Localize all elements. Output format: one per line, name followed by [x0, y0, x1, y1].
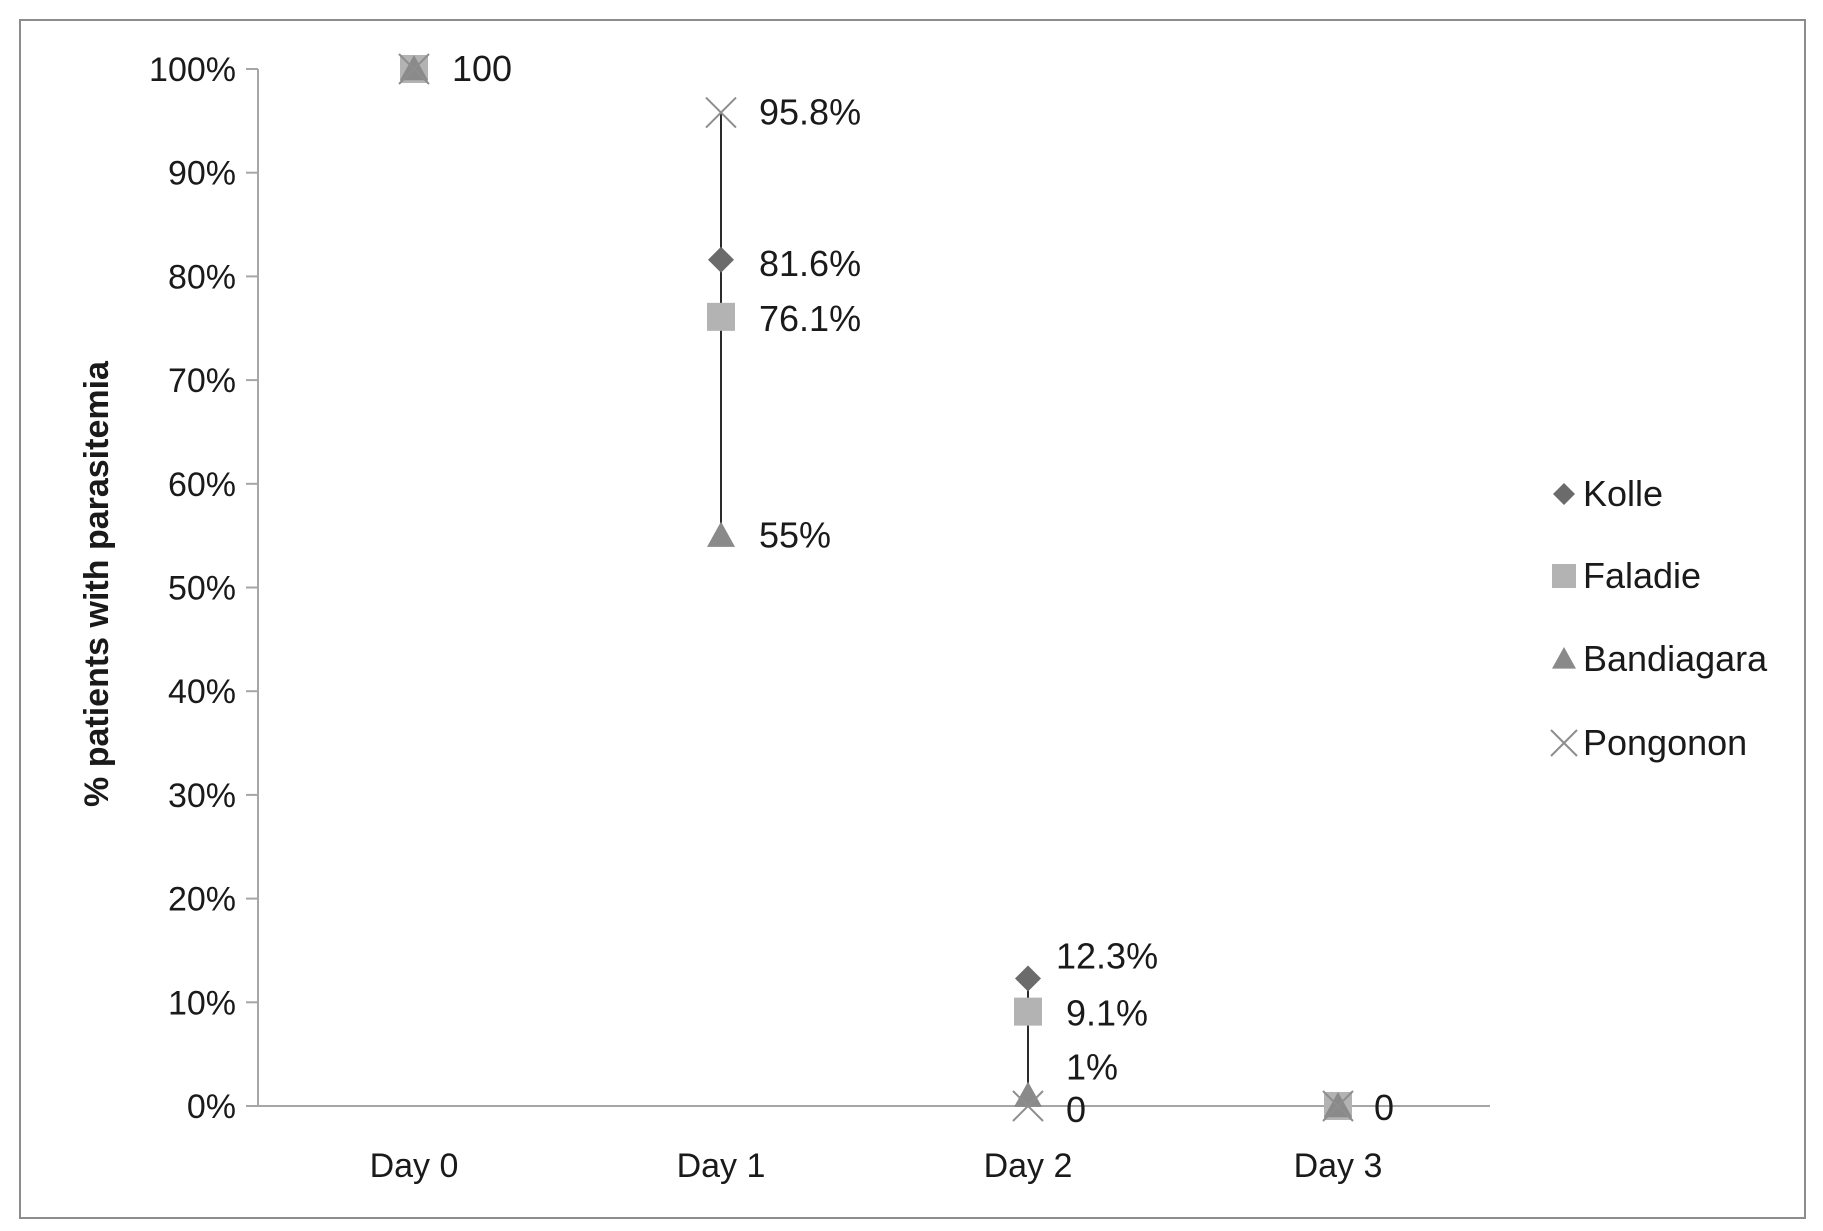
- point-kolle-day-2: [1015, 965, 1041, 992]
- legend-item-kolle: Kolle: [1553, 473, 1663, 514]
- point-bandiagara-day-2: [1014, 1081, 1042, 1107]
- legend-marker-pongonon: [1550, 729, 1578, 757]
- legend-label: Faladie: [1583, 555, 1701, 596]
- y-tick-label: 60%: [168, 466, 236, 504]
- data-label: 55%: [759, 515, 831, 556]
- point-pongonon-day-3: [1322, 1090, 1354, 1122]
- data-label: 81.6%: [759, 243, 861, 284]
- point-kolle-day-1: [708, 246, 734, 273]
- data-label: 12.3%: [1056, 935, 1158, 976]
- y-axis-title: % patients with parasitemia: [78, 360, 116, 807]
- point-bandiagara-day-1: [707, 521, 735, 547]
- data-label: 100: [452, 48, 512, 89]
- data-label: 9.1%: [1066, 993, 1148, 1034]
- point-faladie-day-2: [1014, 997, 1042, 1026]
- legend-marker-bandiagara: [1552, 647, 1576, 669]
- data-points: [398, 53, 1354, 1122]
- y-tick-label: 20%: [168, 881, 236, 919]
- y-tick-label: 80%: [168, 258, 236, 296]
- legend: Kolle Faladie Bandiagara Pongonon: [1550, 473, 1768, 763]
- x-category-label: Day 0: [370, 1147, 459, 1185]
- data-label: 0: [1066, 1089, 1086, 1130]
- legend-marker-kolle: [1553, 483, 1575, 505]
- data-label: 76.1%: [759, 298, 861, 339]
- chart-frame: [19, 19, 1806, 1219]
- x-categories: Day 0 Day 1 Day 2 Day 3: [370, 1147, 1383, 1185]
- legend-item-pongonon: Pongonon: [1550, 722, 1747, 763]
- legend-item-faladie: Faladie: [1552, 555, 1701, 596]
- y-tick-label: 90%: [168, 155, 236, 193]
- y-tick-label: 40%: [168, 673, 236, 711]
- legend-label: Bandiagara: [1583, 638, 1768, 679]
- point-pongonon-day-1: [705, 96, 737, 129]
- data-label: 95.8%: [759, 92, 861, 133]
- y-tick-label: 70%: [168, 362, 236, 400]
- y-tick-label: 10%: [168, 984, 236, 1022]
- legend-label: Pongonon: [1583, 722, 1747, 763]
- y-tick-label: 0%: [187, 1088, 236, 1126]
- x-category-label: Day 3: [1294, 1147, 1383, 1185]
- legend-item-bandiagara: Bandiagara: [1552, 638, 1768, 679]
- x-category-label: Day 2: [984, 1147, 1073, 1185]
- x-category-label: Day 1: [677, 1147, 766, 1185]
- data-label: 0: [1374, 1087, 1394, 1128]
- y-ticks: 0% 10% 20% 30% 40% 50% 60% 70% 80% 90% 100%: [149, 51, 258, 1126]
- y-tick-label: 100%: [149, 51, 236, 89]
- y-tick-label: 50%: [168, 570, 236, 608]
- point-pongonon-day-0: [398, 53, 430, 85]
- point-pongonon-day-2: [1012, 1090, 1044, 1122]
- data-label: 1%: [1066, 1047, 1118, 1088]
- legend-label: Kolle: [1583, 473, 1663, 514]
- legend-marker-faladie: [1552, 564, 1576, 588]
- y-tick-label: 30%: [168, 777, 236, 815]
- point-faladie-day-1: [707, 302, 735, 331]
